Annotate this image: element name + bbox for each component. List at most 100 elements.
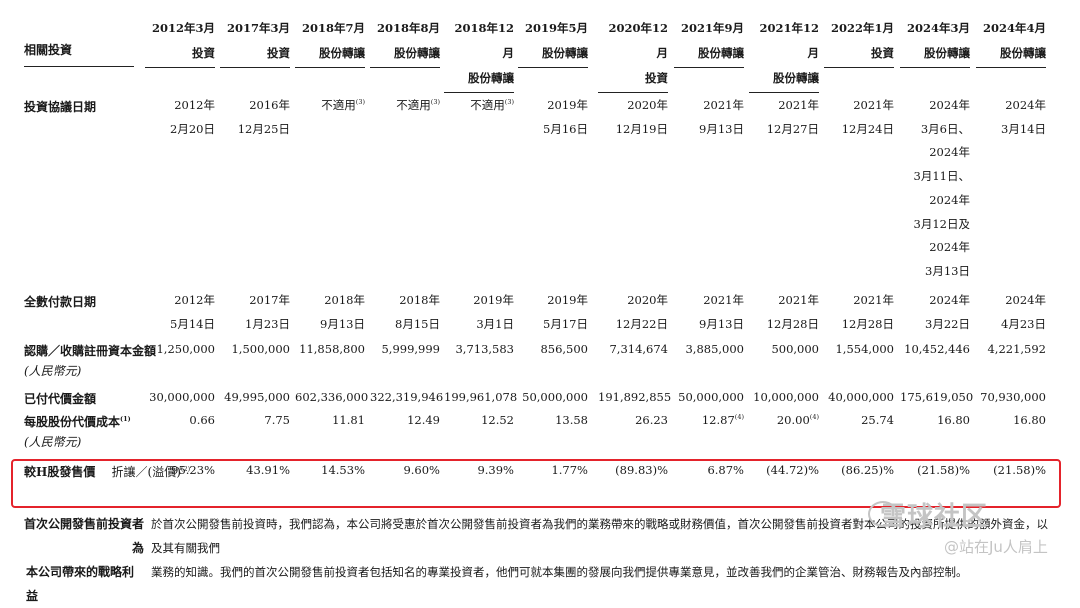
- table-cell: 2019年 3月1日: [444, 289, 514, 336]
- cell-line: 2024年: [929, 98, 970, 112]
- snowball-logo-icon: [868, 501, 898, 527]
- column-header-underline: [295, 67, 365, 68]
- table-cell: 26.23: [598, 409, 668, 433]
- column-header: 2018年7月 股份轉讓: [295, 16, 365, 68]
- table-cell: 1,250,000: [145, 338, 215, 362]
- cell-line: 12月22日: [615, 316, 668, 331]
- cell-line: 9月13日: [320, 316, 365, 331]
- discount-label-text-2: 折讓／(溢價): [111, 465, 181, 479]
- column-header: 2019年5月 股份轉讓: [518, 16, 588, 68]
- consideration-label: 已付代價金額: [24, 389, 96, 409]
- footnote-marker: (4): [734, 413, 744, 422]
- column-header: 2020年12月投資: [598, 16, 668, 93]
- footnote-marker: (4): [809, 413, 819, 422]
- column-header-date: 2012年3月: [151, 21, 215, 35]
- cell-line: 8月15日: [395, 316, 440, 331]
- table-cell: 9.60%: [370, 459, 440, 483]
- cell-line: 2021年: [703, 98, 744, 112]
- column-header-date: 2024年4月: [982, 21, 1046, 35]
- cell-value: 5,999,999: [381, 342, 440, 356]
- table-cell: 2018年 9月13日: [295, 289, 365, 336]
- cell-value: 7.75: [264, 413, 290, 427]
- column-header-date: 2024年3月: [906, 21, 970, 35]
- table-cell: 3,885,000: [674, 338, 744, 362]
- footnote-marker: (3): [504, 98, 514, 107]
- discount-row-highlight: [11, 459, 1061, 508]
- cell-line: 3月12日及: [913, 216, 970, 231]
- table-cell: 500,000: [749, 338, 819, 362]
- table-cell: 2020年 12月22日: [598, 289, 668, 336]
- table-cell: 2021年 12月28日: [749, 289, 819, 336]
- column-header-type: 股份轉讓: [319, 46, 365, 60]
- prospectus-table-page: 相關投資 2012年3月 投資 2017年3月 投資 2018年7月 股份轉讓 2018年8…: [0, 16, 1080, 603]
- cell-value: 11.81: [332, 413, 365, 427]
- cell-value: 12.87: [701, 413, 735, 427]
- watermark-brand: 雪球社区: [880, 502, 989, 532]
- table-cell: (89.83)%: [598, 459, 668, 483]
- column-header-type: 股份轉讓: [773, 71, 819, 85]
- column-header: 2024年4月 股份轉讓: [976, 16, 1046, 68]
- cell-value: 43.91%: [246, 463, 290, 477]
- cell-value: 7,314,674: [609, 342, 668, 356]
- cell-line: 2月20日: [170, 121, 215, 136]
- column-header-underline: [444, 92, 514, 93]
- cost-per-share-label: 每股股份代價成本(1) (人民幣元): [24, 412, 131, 452]
- column-headers: 2012年3月 投資 2017年3月 投資 2018年7月 股份轉讓 2018年8月 股份轉讓…: [0, 16, 1080, 93]
- cell-line: 2020年: [627, 293, 668, 307]
- strategic-benefit-text-2: 業務的知識。我們的首次公開發售前投資者包括知名的專業投資者，他們可就本集團的發展…: [151, 565, 968, 579]
- cell-value: 50,000,000: [522, 390, 588, 404]
- cell-value: (89.83)%: [615, 463, 668, 477]
- cell-value: 40,000,000: [828, 390, 894, 404]
- column-header-date: 2020年12月: [608, 21, 668, 60]
- table-cell: (21.58)%: [976, 459, 1046, 483]
- column-header-type: 投資: [192, 46, 215, 60]
- table-cell: 不適用(3): [444, 94, 514, 118]
- cell-line: 3月13日: [925, 263, 970, 278]
- column-header: 2021年9月 股份轉讓: [674, 16, 744, 68]
- cell-value: 3,885,000: [685, 342, 744, 356]
- column-header-date: 2021年12月: [759, 21, 819, 60]
- column-header-underline: [749, 92, 819, 93]
- column-header-type: 投資: [645, 71, 668, 85]
- cell-value: (21.58)%: [917, 463, 970, 477]
- table-cell: 4,221,592: [976, 338, 1046, 362]
- cell-value: 175,619,050: [900, 390, 974, 404]
- watermark-author: @站在Ju人肩上: [944, 538, 1048, 556]
- table-cell: 不適用(3): [370, 94, 440, 118]
- table-cell: 95.23%: [145, 459, 215, 483]
- strategic-benefit-label-1: 首次公開發售前投資者為: [24, 517, 145, 555]
- column-header: 2017年3月投資: [220, 16, 290, 68]
- table-cell: 50,000,000: [518, 386, 588, 410]
- cell-line: 3月1日: [476, 316, 514, 331]
- discount-label-text: 較H股發售價: [24, 465, 96, 479]
- column-header: 2024年3月 股份轉讓: [900, 16, 970, 68]
- table-cell: 2019年 5月17日: [518, 289, 588, 336]
- table-cell: 12.87(4): [674, 409, 744, 433]
- related-investment-header: 相關投資: [24, 43, 73, 57]
- column-header: 2021年12月股份轉讓: [749, 16, 819, 93]
- cell-value: 602,336,000: [295, 390, 369, 404]
- footnote-marker: (3): [355, 98, 365, 107]
- cell-value: 30,000,000: [149, 390, 215, 404]
- column-header-type: 投資: [267, 46, 290, 60]
- payment-date-label: 全數付款日期: [24, 295, 97, 309]
- table-cell: 6.87%: [674, 459, 744, 483]
- strategic-benefit-text-1: 於首次公開發售前投資時，我們認為，本公司將受惠於首次公開發售前投資者為我們的業務…: [151, 517, 1048, 555]
- column-header-date: 2017年3月: [226, 21, 290, 35]
- column-header-date: 2021年9月: [680, 21, 744, 35]
- cell-line: 2021年: [778, 98, 819, 112]
- table-cell: 322,319,946: [370, 386, 443, 410]
- cell-line: 2019年: [473, 293, 514, 307]
- cell-value: 49,995,000: [224, 390, 290, 404]
- cell-line: 2024年: [929, 145, 970, 160]
- cell-value: 6.87%: [707, 463, 744, 477]
- cell-line: 12月28日: [766, 316, 819, 331]
- cell-line: 4月23日: [1001, 316, 1046, 331]
- table-cell: 12.52: [444, 409, 514, 433]
- cell-value: 13.58: [555, 413, 588, 427]
- cell-line: 2021年: [853, 293, 894, 307]
- table-cell: 2021年 12月28日: [824, 289, 894, 336]
- cell-line: 12月19日: [615, 121, 668, 136]
- column-header-type: 投資: [871, 46, 894, 60]
- table-cell: 2012年 2月20日: [145, 94, 215, 141]
